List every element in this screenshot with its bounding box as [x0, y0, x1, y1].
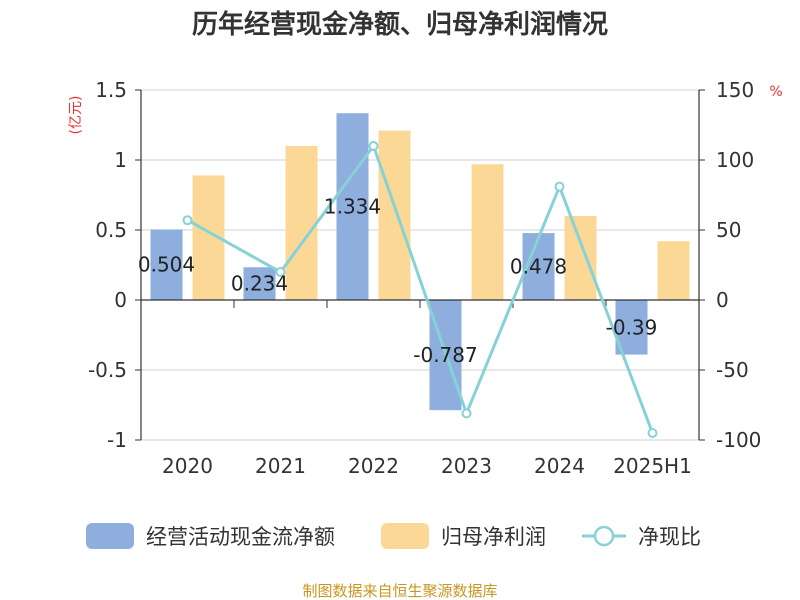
bar	[243, 267, 276, 300]
bar	[336, 113, 369, 301]
bar	[150, 229, 183, 300]
legend-swatch-cashflow	[86, 523, 134, 549]
ratio-point	[368, 141, 379, 151]
legend-swatch-ratio-marker	[593, 525, 615, 547]
left-tick-label: 0	[114, 288, 127, 312]
x-tick-label: 2025H1	[613, 454, 692, 478]
bar	[471, 164, 504, 300]
gridlines	[141, 89, 699, 441]
ratio-point	[647, 428, 658, 438]
ratio-point	[554, 181, 565, 192]
legend: 经营活动现金流净额 归母净利润 净现比	[86, 523, 701, 549]
ratio-line	[182, 141, 658, 438]
bar-data-label: 0.504	[138, 253, 195, 277]
left-tick-label: -0.5	[88, 358, 127, 382]
right-tick-label: 150	[716, 78, 754, 102]
legend-label-ratio: 净现比	[638, 525, 701, 549]
bar-data-label: 0.234	[231, 272, 288, 296]
bar-data-label: 1.334	[324, 195, 381, 219]
x-tick-label: 2023	[441, 454, 492, 478]
bar-data-label: -0.787	[413, 343, 477, 367]
right-axis-unit: %	[769, 84, 782, 100]
bar-data-label: 0.478	[510, 255, 567, 279]
x-tick-label: 2022	[348, 454, 399, 478]
chart-title: 历年经营现金净额、归母净利润情况	[192, 9, 608, 40]
x-tick-label: 2020	[162, 454, 213, 478]
right-tick-label: -50	[716, 358, 749, 382]
x-tick-label: 2021	[255, 454, 306, 478]
ratio-point	[461, 408, 472, 419]
bar	[564, 216, 597, 300]
bar-data-label: -0.39	[606, 315, 658, 339]
x-tick-label: 2024	[534, 454, 585, 478]
left-tick-label: -1	[107, 428, 127, 452]
data-labels: 0.504 0.234 1.334 -0.787 0.478 -0.39	[138, 195, 658, 367]
bars	[150, 113, 690, 411]
right-tick-label: 50	[716, 218, 741, 242]
legend-swatch-profit	[381, 523, 429, 549]
bar	[378, 130, 411, 300]
left-tick-label: 0.5	[95, 218, 127, 242]
left-tick-label: 1.5	[95, 78, 127, 102]
right-tick-label: -100	[716, 428, 761, 452]
legend-label-cashflow: 经营活动现金流净额	[146, 525, 335, 549]
right-tick-label: 100	[716, 148, 754, 172]
bar	[285, 146, 318, 300]
source-note: 制图数据来自恒生聚源数据库	[302, 582, 497, 600]
axes: 1.5 1 0.5 0 -0.5 -1 150 100 50 0 -50 -100 2020 2021 20…	[88, 78, 761, 478]
ratio-point	[275, 267, 286, 277]
ratio-line-path	[186, 142, 654, 434]
bar	[657, 241, 690, 300]
left-axis-unit: (亿元)	[68, 96, 84, 135]
left-tick-label: 1	[114, 148, 127, 172]
legend-label-profit: 归母净利润	[441, 525, 546, 549]
ratio-point	[182, 215, 193, 226]
right-tick-label: 0	[716, 288, 729, 312]
